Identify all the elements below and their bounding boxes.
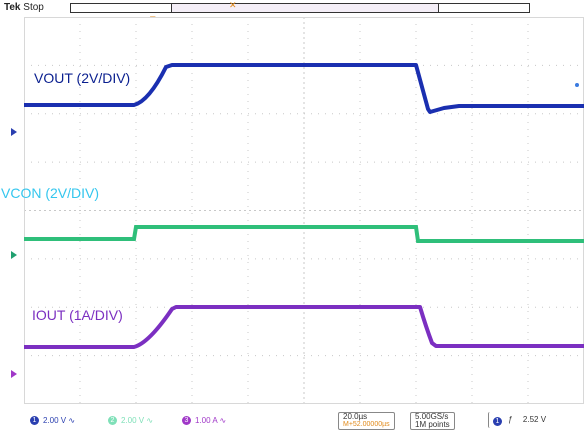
ch1-scale: 2.00 V (43, 416, 66, 425)
timebase-value: 20.0µs (343, 413, 390, 421)
trigger-position-icon: ✕ (229, 0, 237, 11)
brand-status: Tek Stop (4, 2, 44, 13)
ch1-coupling-icon: ∿ (68, 416, 75, 425)
vout-label: VOUT (2V/DIV) (34, 70, 130, 86)
trigger-level: 2.52 V (523, 415, 546, 424)
timebase-readout[interactable]: 20.0µs M+52.00000µs (338, 412, 395, 430)
record-length: 1M points (415, 421, 450, 429)
trigger-slope-icon: ƒ (508, 415, 512, 424)
ch3-ground-marker-icon[interactable] (11, 370, 17, 378)
ch3-scale: 1.00 A (195, 416, 217, 425)
brand-label: Tek (4, 2, 21, 13)
iout-label: IOUT (1A/DIV) (32, 307, 123, 323)
record-window-indicator[interactable] (171, 3, 439, 13)
ch2-readout[interactable]: 2 2.00 V ∿ (108, 415, 153, 427)
trigger-source-badge: 1 (493, 417, 502, 426)
ch1-ground-marker-icon[interactable] (11, 128, 17, 136)
trigger-readout[interactable]: 1 ƒ 2.52 V (488, 412, 584, 428)
status-bar: 1 2.00 V ∿ 2 2.00 V ∿ 3 1.00 A ∿ 20.0µs M+5… (0, 410, 584, 432)
ch3-readout[interactable]: 3 1.00 A ∿ (182, 415, 226, 427)
acquisition-header: Tek Stop ✕ (0, 0, 584, 16)
ch2-badge: 2 (108, 416, 117, 425)
vcon-label: VCON (2V/DIV) (1, 185, 99, 201)
ch2-scale: 2.00 V (121, 416, 144, 425)
acquisition-readout[interactable]: 5.00GS/s 1M points (410, 412, 455, 430)
ch1-badge: 1 (30, 416, 39, 425)
horizontal-position: M+52.00000µs (343, 421, 390, 429)
run-status: Stop (23, 2, 44, 13)
ch2-ground-marker-icon[interactable] (11, 251, 17, 259)
ch1-readout[interactable]: 1 2.00 V ∿ (30, 415, 75, 427)
ch2-coupling-icon: ∿ (146, 416, 153, 425)
right-edge-dot-icon (575, 83, 579, 87)
ch3-badge: 3 (182, 416, 191, 425)
ch3-coupling-icon: ∿ (219, 416, 226, 425)
